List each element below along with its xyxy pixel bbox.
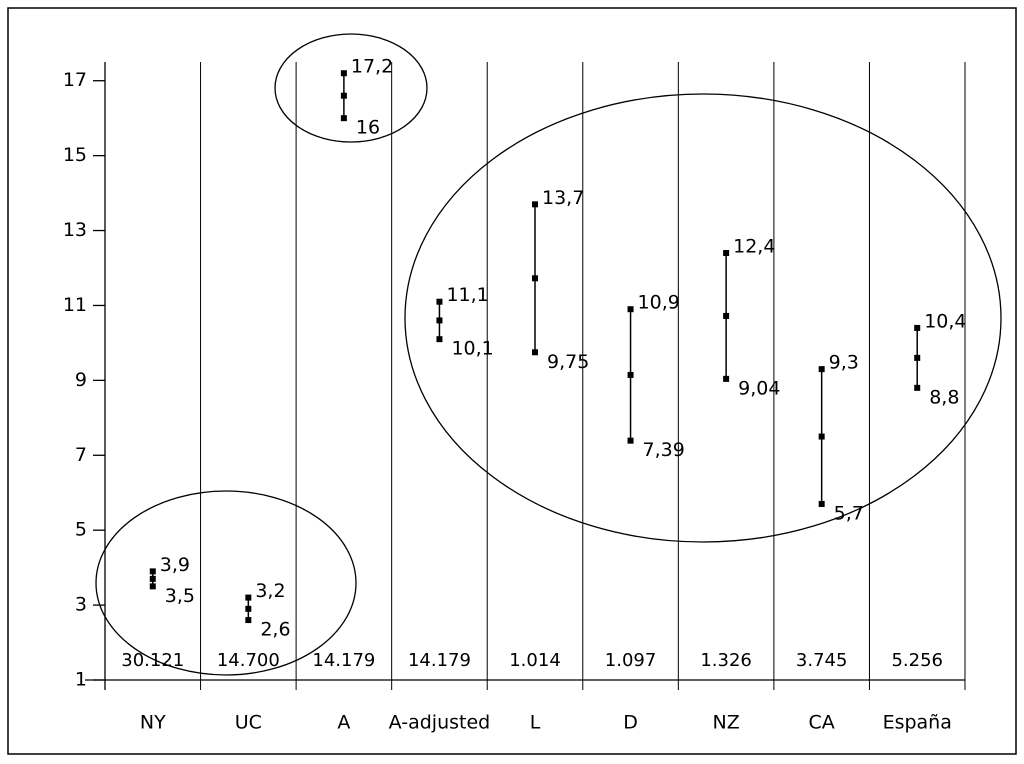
y-tick-label: 11 xyxy=(63,294,87,316)
sample-label: 1.097 xyxy=(605,650,657,671)
sample-label: 1.014 xyxy=(509,650,561,671)
mid-marker xyxy=(436,317,443,324)
low-marker xyxy=(627,437,634,444)
sample-label: 5.256 xyxy=(891,650,943,671)
mid-marker xyxy=(818,433,825,440)
sample-label: 14.179 xyxy=(408,650,471,671)
y-tick-label: 9 xyxy=(75,369,87,391)
low-marker xyxy=(723,375,730,382)
y-tick-label: 1 xyxy=(75,669,87,691)
x-tick-label: CA xyxy=(809,712,835,734)
low-marker xyxy=(340,115,347,122)
low-marker xyxy=(914,384,921,391)
group-ellipse xyxy=(95,490,357,676)
sample-label: 3.745 xyxy=(796,650,848,671)
high-label: 12,4 xyxy=(733,236,775,258)
x-tick-label: España xyxy=(883,712,952,734)
mid-marker xyxy=(340,92,347,99)
y-tick-label: 13 xyxy=(63,219,87,241)
sample-label: 1.326 xyxy=(700,650,752,671)
high-label: 13,7 xyxy=(542,187,584,209)
y-tick-label: 5 xyxy=(75,519,87,541)
y-tick-label: 3 xyxy=(75,594,87,616)
low-label: 16 xyxy=(356,117,380,139)
high-marker xyxy=(340,70,347,77)
high-label: 3,9 xyxy=(160,554,190,576)
high-marker xyxy=(914,324,921,331)
x-tick-label: NZ xyxy=(712,712,739,734)
sample-label: 14.700 xyxy=(217,650,280,671)
high-marker xyxy=(723,250,730,257)
high-marker xyxy=(245,594,252,601)
low-label: 2,6 xyxy=(260,619,290,641)
mid-marker xyxy=(245,605,252,612)
high-marker xyxy=(627,306,634,313)
high-marker xyxy=(149,568,156,575)
high-marker xyxy=(436,298,443,305)
y-tick-label: 15 xyxy=(63,144,87,166)
x-tick-label: A-adjusted xyxy=(389,712,491,734)
x-tick-label: D xyxy=(623,712,638,734)
high-marker xyxy=(818,366,825,373)
low-marker xyxy=(149,583,156,590)
low-marker xyxy=(818,500,825,507)
x-tick-label: L xyxy=(530,712,541,734)
low-label: 7,39 xyxy=(643,439,685,461)
high-label: 9,3 xyxy=(829,352,859,374)
y-tick-label: 7 xyxy=(75,444,87,466)
sample-label: 30.121 xyxy=(121,650,184,671)
low-marker xyxy=(532,349,538,356)
x-tick-label: A xyxy=(337,712,350,734)
sample-label: 14.179 xyxy=(312,650,375,671)
mid-marker xyxy=(149,575,156,582)
mid-marker xyxy=(627,371,634,378)
x-tick-label: UC xyxy=(235,712,262,734)
high-marker xyxy=(532,201,538,208)
high-label: 17,2 xyxy=(351,56,393,78)
mid-marker xyxy=(914,354,921,361)
low-label: 8,8 xyxy=(929,386,959,408)
frame xyxy=(7,7,1017,755)
group-ellipse xyxy=(404,93,1002,543)
low-label: 10,1 xyxy=(451,338,493,360)
low-label: 5,7 xyxy=(834,502,864,524)
low-label: 3,5 xyxy=(165,585,195,607)
x-tick-label: NY xyxy=(140,712,166,734)
low-marker xyxy=(245,617,252,624)
mid-marker xyxy=(532,275,538,282)
high-label: 10,9 xyxy=(638,292,680,314)
mid-marker xyxy=(723,312,730,319)
high-label: 3,2 xyxy=(255,580,285,602)
high-label: 11,1 xyxy=(446,284,488,306)
low-label: 9,04 xyxy=(738,377,780,399)
y-tick-label: 17 xyxy=(63,69,87,91)
high-label: 10,4 xyxy=(924,310,966,332)
group-ellipse xyxy=(274,33,428,143)
low-marker xyxy=(436,336,443,343)
low-label: 9,75 xyxy=(547,351,589,373)
